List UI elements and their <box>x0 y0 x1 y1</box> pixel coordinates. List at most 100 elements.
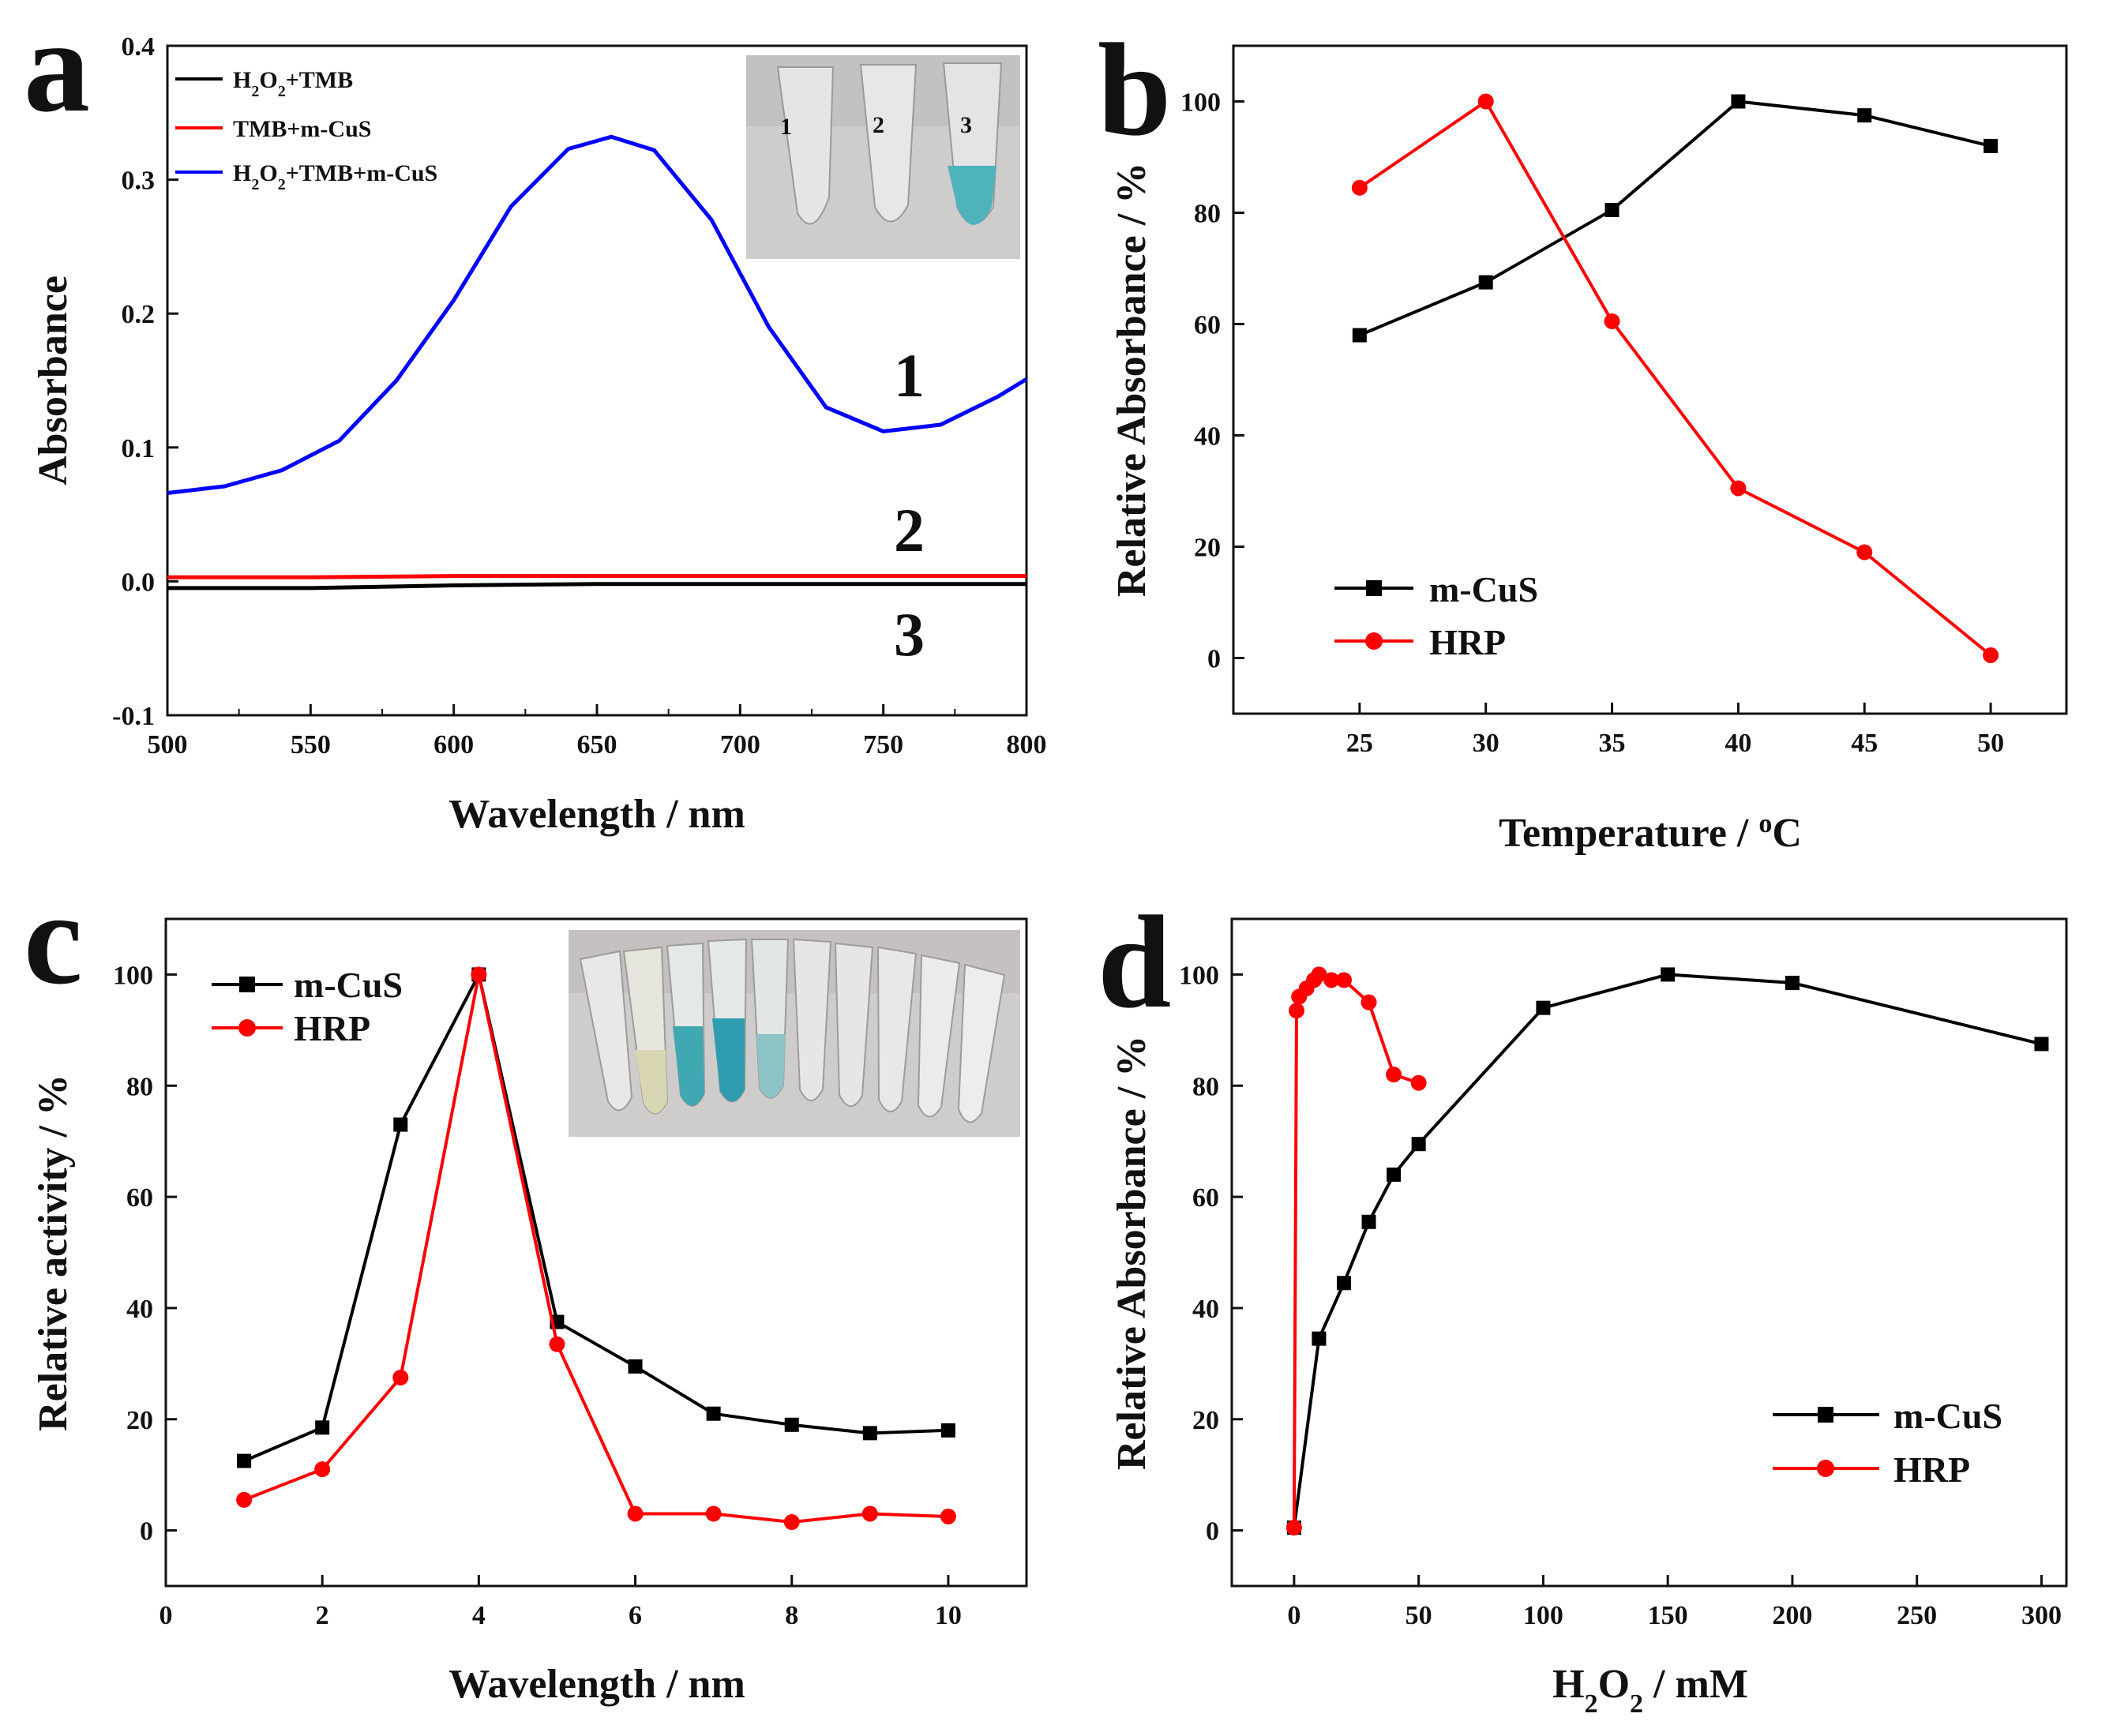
series-line-b-0 <box>1359 99 1991 337</box>
legend-b-marker-0 <box>1366 580 1382 596</box>
point-b-0-3 <box>1731 94 1746 109</box>
x-tick-label-b-0: 25 <box>1346 729 1373 758</box>
y-tick-label-a-0: -0.1 <box>112 702 155 731</box>
point-d-0-6 <box>1536 1000 1551 1015</box>
legend-c-marker-1 <box>238 1019 256 1037</box>
x-tick-label-d-3: 150 <box>1648 1601 1688 1630</box>
y-tick-label-d-2: 40 <box>1192 1295 1219 1324</box>
series-line-a-1 <box>167 574 1026 579</box>
point-b-0-5 <box>1984 138 1999 153</box>
series-line-c-0 <box>243 973 948 1463</box>
point-c-0-5 <box>628 1359 643 1374</box>
x-tick-label-d-2: 100 <box>1523 1601 1563 1630</box>
legend-b-label-0: m-CuS <box>1429 569 1538 609</box>
point-c-0-1 <box>315 1420 330 1435</box>
point-b-1-1 <box>1477 93 1494 110</box>
y-tick-label-a-5: 0.4 <box>122 32 156 62</box>
panel-c-legend: m-CuS HRP <box>212 965 403 1048</box>
point-c-1-1 <box>314 1461 331 1478</box>
panel-c-plot-frame <box>164 917 1028 1588</box>
y-tick-label-a-3: 0.2 <box>122 300 156 329</box>
legend-d-label-1: HRP <box>1893 1449 1970 1490</box>
x-tick-label-d-4: 200 <box>1772 1601 1812 1630</box>
legend-c-label-0: m-CuS <box>294 965 403 1005</box>
x-tick-label-c-0: 0 <box>160 1601 173 1630</box>
legend-d-marker-1 <box>1817 1460 1834 1477</box>
point-d-0-9 <box>2034 1037 2049 1052</box>
point-d-0-2 <box>1336 1276 1351 1291</box>
y-tick-label-c-4: 80 <box>126 1072 153 1101</box>
curve-label-3: 3 <box>894 600 925 669</box>
panel-d: d 0 50 100 150 200 250 300 0 20 40 60 80 100 m-CuS H… <box>1098 889 2068 1719</box>
point-d-1-0 <box>1285 1520 1302 1536</box>
point-c-1-3 <box>471 966 487 983</box>
point-c-1-8 <box>861 1505 878 1522</box>
legend-a-label-2: H2O2+TMB+m-CuS <box>233 160 437 193</box>
y-tick-label-b-4: 80 <box>1194 200 1221 229</box>
x-tick-label-c-4: 8 <box>785 1601 798 1630</box>
point-c-1-7 <box>783 1514 800 1531</box>
point-b-1-0 <box>1351 179 1368 196</box>
x-tick-label-c-5: 10 <box>935 1601 962 1630</box>
point-d-1-6 <box>1323 972 1340 988</box>
y-tick-label-b-0: 0 <box>1207 645 1221 674</box>
x-tick-label-a-0: 500 <box>148 730 188 759</box>
point-c-1-4 <box>549 1336 565 1352</box>
point-b-1-5 <box>1983 647 1999 663</box>
panel-b-series <box>1351 93 1999 663</box>
panel-b-letter: b <box>1098 17 1171 163</box>
series-line-b-1 <box>1358 99 1992 657</box>
point-b-0-2 <box>1604 202 1619 217</box>
panel-a-axes: 500 550 600 650 700 750 800 -0.1 0.0 0.1 0.2 0.3 0.4 <box>112 32 1046 759</box>
panel-b-ylabel: Relative Absorbance / % <box>1109 163 1154 597</box>
x-tick-label-a-1: 550 <box>291 730 331 759</box>
x-tick-label-b-4: 45 <box>1851 729 1878 758</box>
panel-b-legend: m-CuS HRP <box>1334 569 1538 662</box>
point-c-1-6 <box>705 1505 722 1522</box>
x-tick-label-c-3: 6 <box>629 1601 642 1630</box>
x-tick-label-c-1: 2 <box>316 1601 329 1630</box>
point-c-0-8 <box>862 1426 877 1441</box>
point-c-1-9 <box>940 1508 956 1524</box>
y-tick-label-c-5: 100 <box>113 961 153 990</box>
point-d-0-3 <box>1361 1214 1376 1229</box>
x-tick-label-d-5: 250 <box>1897 1601 1937 1630</box>
y-tick-label-b-5: 100 <box>1180 88 1221 118</box>
panel-d-legend: m-CuS HRP <box>1773 1396 2002 1490</box>
panel-c-inset-photo <box>569 930 1020 1137</box>
y-tick-label-c-2: 40 <box>126 1295 153 1324</box>
panel-a-xlabel: Wavelength / nm <box>448 792 745 837</box>
y-tick-label-d-3: 60 <box>1192 1183 1219 1213</box>
y-tick-label-b-3: 60 <box>1194 311 1221 340</box>
legend-a-label-0: H2O2+TMB <box>233 67 353 100</box>
point-c-0-9 <box>940 1423 955 1438</box>
panel-c-xlabel: Wavelength / nm <box>448 1662 745 1707</box>
y-tick-label-d-0: 0 <box>1206 1517 1219 1547</box>
x-tick-label-c-2: 4 <box>472 1601 486 1630</box>
x-tick-label-a-6: 800 <box>1007 730 1047 759</box>
panel-d-series <box>1285 966 2049 1536</box>
x-tick-label-a-5: 750 <box>863 730 903 759</box>
panel-a-legend: H2O2+TMB TMB+m-CuS H2O2+TMB+m-CuS <box>175 67 437 193</box>
x-tick-label-d-6: 300 <box>2021 1601 2062 1630</box>
y-tick-label-c-1: 20 <box>126 1406 153 1435</box>
point-b-0-0 <box>1352 328 1367 343</box>
y-tick-label-d-4: 80 <box>1192 1072 1219 1101</box>
x-tick-label-b-1: 30 <box>1473 729 1499 758</box>
inset-a-label-2: 2 <box>873 112 884 138</box>
y-tick-label-c-0: 0 <box>140 1517 153 1547</box>
y-tick-label-a-4: 0.3 <box>122 167 156 196</box>
y-tick-label-a-2: 0.1 <box>122 434 156 463</box>
y-tick-label-a-1: 0.0 <box>122 568 156 597</box>
panel-a-ylabel: Absorbance <box>31 276 76 486</box>
inset-a-label-1: 1 <box>780 114 792 140</box>
point-c-1-2 <box>392 1369 409 1385</box>
point-d-0-7 <box>1661 967 1676 982</box>
point-c-0-2 <box>393 1117 408 1132</box>
legend-b-label-1: HRP <box>1429 622 1506 662</box>
curve-label-2: 2 <box>894 496 925 564</box>
panel-c-letter: c <box>24 865 83 1012</box>
x-tick-label-a-4: 700 <box>720 730 760 759</box>
panel-a-series <box>167 134 1028 591</box>
